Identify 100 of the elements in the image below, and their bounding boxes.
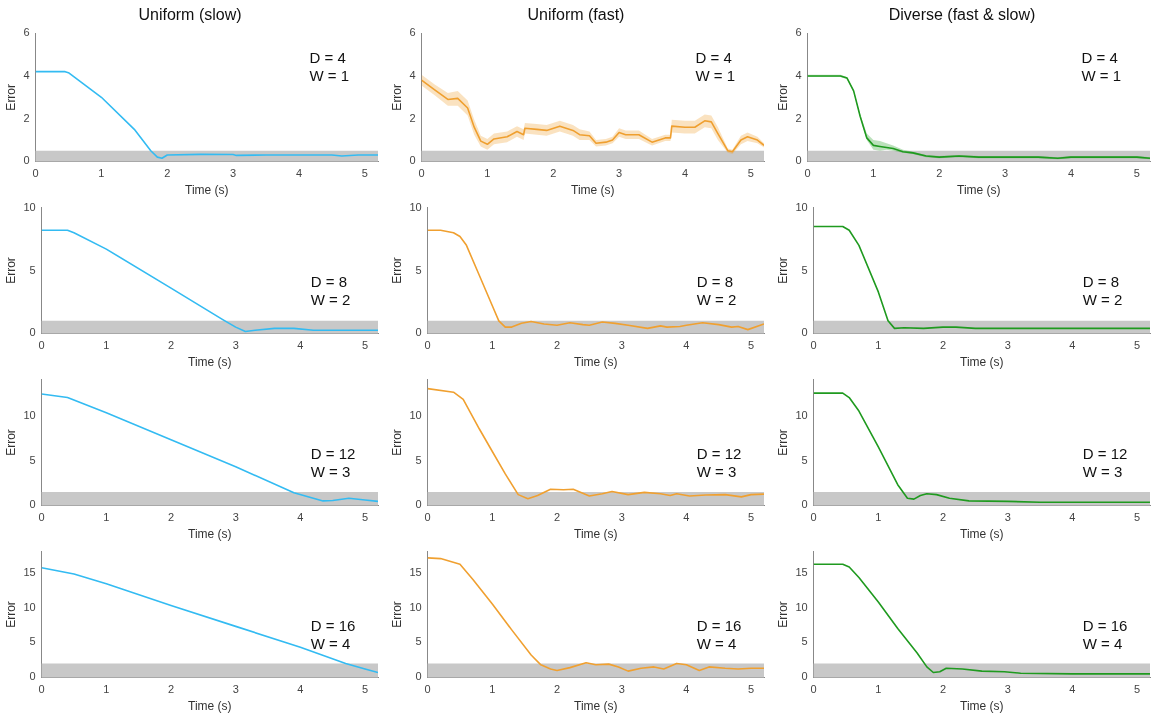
x-tick-label: 2 — [550, 167, 557, 180]
x-tick-label: 1 — [489, 683, 496, 696]
y-tick-label: 15 — [23, 565, 36, 578]
x-tick-label: 5 — [1134, 511, 1141, 524]
x-tick-label: 0 — [424, 683, 431, 696]
x-tick-label: 4 — [1069, 339, 1076, 352]
chart-title: Diverse (fast & slow) — [888, 6, 1036, 24]
x-tick-label: 2 — [167, 683, 175, 696]
x-axis-title: Time (s) — [960, 355, 1004, 370]
annotation: W = 2 — [1082, 291, 1123, 309]
annotation: D = 16 — [310, 617, 356, 635]
x-tick-label: 1 — [489, 339, 496, 352]
y-tick-label: 5 — [29, 453, 36, 466]
annotation: W = 4 — [1082, 635, 1123, 653]
y-axis-title: Error — [3, 83, 18, 111]
x-tick-label: 2 — [939, 683, 947, 696]
x-tick-label: 3 — [1002, 167, 1009, 180]
y-tick-label: 4 — [409, 68, 416, 81]
annotation: D = 16 — [1082, 617, 1128, 635]
x-tick-label: 3 — [618, 339, 625, 352]
chart-title: Uniform (slow) — [138, 6, 242, 24]
y-axis-title: Error — [3, 257, 18, 284]
chart-title: Uniform (fast) — [527, 6, 625, 24]
x-tick-label: 0 — [810, 683, 817, 696]
annotation: W = 3 — [310, 463, 351, 481]
annotation: D = 8 — [310, 273, 348, 291]
x-axis-title: Time (s) — [188, 527, 232, 542]
y-axis-title: Error — [3, 429, 18, 456]
annotation: D = 4 — [309, 48, 346, 66]
x-axis-title: Time (s) — [956, 183, 1001, 198]
y-tick-label: 0 — [29, 326, 36, 339]
y-tick-label: 0 — [29, 498, 36, 511]
x-tick-label: 2 — [553, 683, 561, 696]
annotation: D = 12 — [1082, 445, 1128, 463]
x-tick-label: 3 — [618, 511, 625, 524]
annotation: D = 12 — [310, 445, 356, 463]
y-tick-label: 0 — [415, 670, 422, 683]
x-tick-label: 2 — [167, 339, 175, 352]
y-tick-label: 0 — [415, 498, 422, 511]
y-tick-label: 5 — [29, 263, 36, 276]
x-tick-label: 5 — [747, 167, 754, 180]
annotation: W = 2 — [696, 291, 737, 309]
x-tick-label: 3 — [616, 167, 623, 180]
annotation: D = 16 — [696, 617, 742, 635]
x-tick-label: 0 — [424, 511, 431, 524]
x-tick-label: 1 — [103, 511, 110, 524]
x-tick-label: 2 — [936, 167, 943, 180]
annotation: W = 3 — [1082, 463, 1123, 481]
x-tick-label: 4 — [1067, 167, 1075, 180]
y-tick-label: 6 — [409, 26, 416, 39]
x-tick-label: 2 — [553, 511, 561, 524]
annotation: W = 3 — [696, 463, 737, 481]
y-tick-label: 10 — [795, 200, 808, 213]
y-tick-label: 6 — [23, 26, 30, 39]
x-tick-label: 2 — [939, 511, 947, 524]
x-tick-label: 1 — [489, 511, 496, 524]
x-axis-title: Time (s) — [188, 699, 232, 714]
y-axis-title: Error — [389, 601, 404, 628]
annotation: W = 1 — [1081, 66, 1122, 84]
y-tick-label: 6 — [795, 26, 802, 39]
y-tick-label: 0 — [29, 670, 36, 683]
x-axis-title: Time (s) — [960, 527, 1004, 542]
annotation: W = 1 — [695, 66, 736, 84]
x-tick-label: 1 — [103, 683, 110, 696]
annotation: D = 12 — [696, 445, 742, 463]
x-tick-label: 3 — [232, 339, 239, 352]
x-axis-title: Time (s) — [184, 183, 229, 198]
x-tick-label: 3 — [1004, 683, 1011, 696]
y-tick-label: 2 — [23, 111, 30, 124]
y-axis-title: Error — [775, 83, 790, 111]
y-tick-label: 10 — [23, 600, 36, 613]
x-tick-label: 5 — [748, 511, 755, 524]
x-tick-label: 3 — [232, 683, 239, 696]
y-axis-title: Error — [775, 257, 790, 284]
x-tick-label: 5 — [362, 339, 369, 352]
y-tick-label: 10 — [23, 408, 36, 421]
x-tick-label: 5 — [362, 683, 369, 696]
x-tick-label: 5 — [1134, 339, 1141, 352]
x-axis-title: Time (s) — [188, 355, 232, 370]
x-tick-label: 3 — [230, 167, 237, 180]
y-tick-label: 10 — [409, 200, 422, 213]
y-tick-label: 0 — [801, 670, 808, 683]
x-tick-label: 4 — [683, 683, 690, 696]
x-tick-label: 1 — [875, 339, 882, 352]
x-tick-label: 4 — [1069, 511, 1076, 524]
annotation: W = 4 — [696, 635, 737, 653]
y-axis-title: Error — [3, 601, 18, 628]
x-axis-title: Time (s) — [574, 527, 618, 542]
x-tick-label: 4 — [297, 683, 304, 696]
x-tick-label: 2 — [553, 339, 561, 352]
y-tick-label: 10 — [795, 600, 808, 613]
annotation: W = 2 — [310, 291, 351, 309]
x-tick-label: 0 — [38, 683, 45, 696]
y-tick-label: 4 — [23, 68, 30, 81]
y-tick-label: 4 — [795, 68, 802, 81]
y-tick-label: 5 — [415, 453, 422, 466]
x-tick-label: 4 — [683, 511, 690, 524]
x-tick-label: 0 — [424, 339, 431, 352]
x-tick-label: 4 — [297, 339, 304, 352]
annotation: D = 4 — [1081, 48, 1118, 66]
